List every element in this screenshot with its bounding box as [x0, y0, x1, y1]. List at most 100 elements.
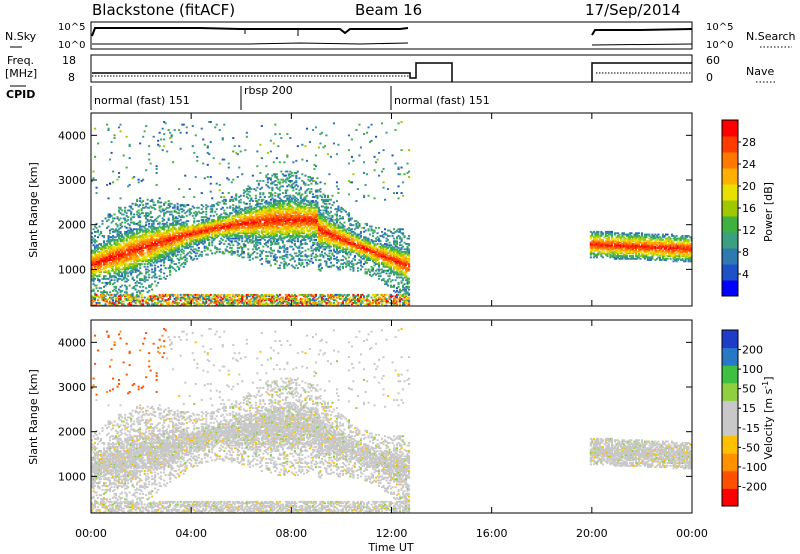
- power-cell: [104, 277, 107, 280]
- power-cell: [130, 217, 133, 220]
- power-cell: [223, 212, 226, 215]
- power-cell: [236, 251, 239, 253]
- power-cell: [101, 259, 104, 261]
- power-cell: [184, 226, 187, 229]
- power-cell: [251, 232, 254, 235]
- power-cell: [251, 200, 254, 202]
- power-cell: [254, 256, 257, 259]
- power-cell: [238, 209, 241, 212]
- power-cell: [103, 247, 106, 249]
- power-cell: [172, 230, 175, 233]
- power-cell: [157, 255, 160, 257]
- power-cell: [113, 257, 116, 260]
- power-cell: [256, 293, 259, 296]
- power-cell: [250, 230, 253, 233]
- power-cell: [127, 299, 130, 302]
- power-cell: [292, 233, 295, 236]
- power-cell: [166, 243, 169, 245]
- power-cell: [145, 202, 148, 205]
- power-cell: [239, 150, 242, 153]
- power-cell: [203, 222, 206, 225]
- power-cell: [229, 251, 232, 253]
- power-cell: [283, 222, 286, 225]
- power-cell: [311, 299, 314, 302]
- power-cell: [247, 222, 250, 225]
- power-cell: [245, 218, 248, 221]
- power-cell: [116, 233, 119, 236]
- power-cell: [200, 204, 203, 206]
- power-cell: [221, 220, 224, 223]
- power-cell: [230, 226, 233, 229]
- power-cell: [151, 228, 154, 231]
- power-cell: [311, 220, 314, 223]
- power-cell: [139, 300, 142, 303]
- power-cell: [182, 295, 185, 298]
- power-cell: [151, 230, 154, 233]
- power-cell: [244, 216, 247, 219]
- power-cell: [209, 228, 212, 231]
- power-cell: [127, 253, 130, 256]
- power-cell: [295, 202, 298, 205]
- power-cell: [286, 248, 289, 251]
- power-cell: [98, 287, 101, 290]
- power-cell: [109, 241, 112, 244]
- power-cell: [125, 257, 128, 260]
- power-cell: [304, 205, 307, 208]
- power-cell: [164, 304, 167, 306]
- power-cell: [151, 299, 154, 302]
- power-cell: [247, 229, 250, 232]
- power-cell: [131, 295, 134, 298]
- power-cell: [160, 138, 163, 141]
- power-cell: [190, 248, 193, 251]
- power-cell: [130, 245, 133, 248]
- power-cell: [169, 271, 172, 274]
- power-cell: [266, 260, 269, 263]
- power-cell: [149, 233, 152, 236]
- nave-trace: [92, 72, 692, 77]
- power-cell: [137, 232, 140, 235]
- power-cell: [128, 252, 131, 255]
- power-cell: [280, 204, 283, 206]
- power-cell: [166, 293, 169, 296]
- power-cell: [167, 206, 170, 209]
- power-cell: [245, 216, 248, 219]
- power-cell: [235, 235, 238, 237]
- power-cell: [121, 273, 124, 276]
- power-cell: [292, 209, 295, 212]
- power-cell: [205, 229, 208, 232]
- power-cell: [158, 255, 161, 257]
- power-cell: [163, 212, 166, 215]
- power-cell: [218, 240, 221, 243]
- power-cell: [137, 181, 140, 184]
- power-cell: [283, 225, 286, 228]
- power-cell: [209, 190, 212, 193]
- power-cell: [283, 201, 286, 204]
- power-cell: [152, 275, 155, 278]
- power-cell: [214, 220, 217, 223]
- power-cell: [178, 268, 181, 271]
- power-cell: [155, 261, 158, 264]
- power-cell: [127, 298, 130, 300]
- power-cell: [214, 222, 217, 225]
- power-cell: [242, 192, 245, 194]
- power-cell: [209, 141, 212, 143]
- power-cell: [310, 237, 313, 240]
- power-cell: [172, 302, 175, 304]
- power-cell: [92, 277, 95, 280]
- power-cell: [304, 216, 307, 219]
- power-cell: [269, 177, 272, 180]
- power-cell: [164, 256, 167, 259]
- power-cell: [142, 289, 145, 292]
- power-cell: [125, 256, 128, 259]
- power-cell: [175, 303, 178, 306]
- power-cell: [130, 267, 133, 269]
- power-cell: [116, 304, 119, 306]
- power-cell: [110, 240, 113, 243]
- power-cell: [98, 253, 101, 256]
- power-cell: [241, 249, 244, 252]
- power-cell: [133, 222, 136, 225]
- power-cell: [95, 302, 98, 304]
- power-cell: [125, 135, 128, 138]
- power-cell: [304, 259, 307, 261]
- power-cell: [137, 269, 140, 272]
